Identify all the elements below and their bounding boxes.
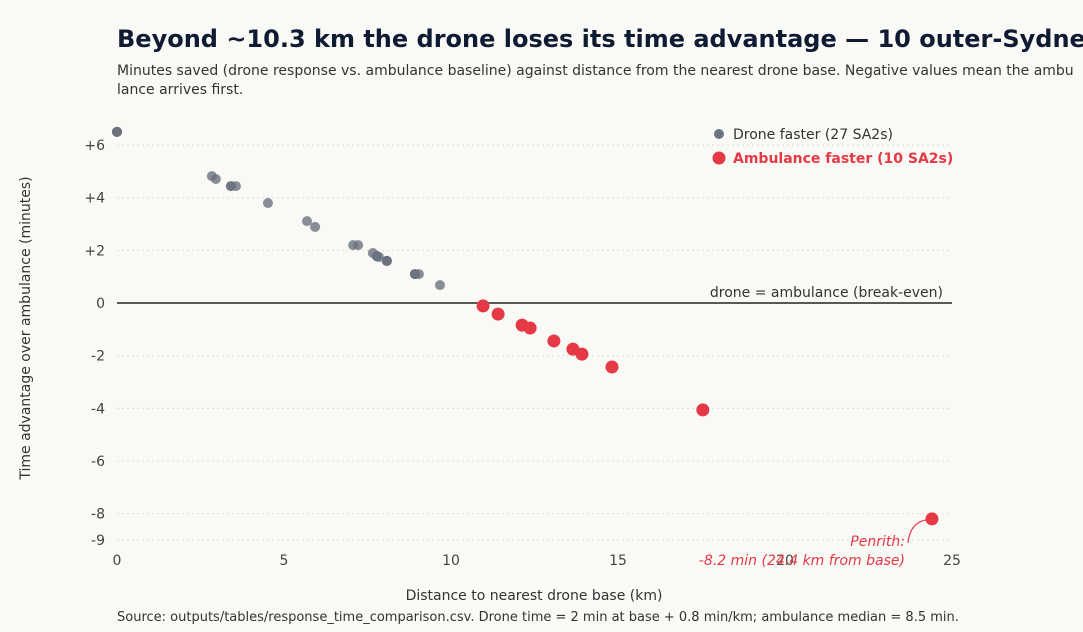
point <box>262 197 273 208</box>
annotation-arrow <box>907 519 927 543</box>
y-tick-label: -9 <box>91 533 105 549</box>
x-tick-label: 15 <box>609 553 627 569</box>
point <box>413 269 424 280</box>
point <box>381 255 392 266</box>
point <box>491 307 505 321</box>
legend-marker <box>714 129 724 139</box>
y-tick-label: -4 <box>91 401 105 417</box>
subtitle: Minutes saved (drone response vs. ambula… <box>117 63 1074 98</box>
point <box>353 240 364 251</box>
legend-label: Drone faster (27 SA2s) <box>733 127 893 143</box>
x-tick-label: 5 <box>280 553 289 569</box>
point <box>230 181 241 192</box>
point <box>696 403 710 417</box>
annotation-text: -8.2 min (24.4 km from base) <box>699 553 905 569</box>
annotation-text: Penrith: <box>850 534 905 550</box>
point <box>925 512 939 526</box>
point <box>605 360 619 374</box>
point <box>523 321 537 335</box>
series <box>476 299 939 526</box>
y-tick-label: 0 <box>96 296 105 312</box>
point <box>310 221 321 232</box>
point <box>210 174 221 185</box>
chart-title: Beyond ~10.3 km the drone loses its time… <box>117 25 1083 53</box>
point <box>476 299 490 313</box>
source-note: Source: outputs/tables/response_time_com… <box>117 610 959 625</box>
y-tick-label: +6 <box>84 138 105 154</box>
point <box>547 334 561 348</box>
point <box>302 216 313 227</box>
x-axis-label: Distance to nearest drone base (km) <box>406 588 663 604</box>
point <box>575 347 589 361</box>
point <box>434 280 445 291</box>
legend-marker <box>712 151 726 165</box>
x-tick-label: 0 <box>113 553 122 569</box>
reference-label: drone = ambulance (break-even) <box>710 285 943 301</box>
x-tick-label: 20 <box>776 553 794 569</box>
x-tick-label: 25 <box>943 553 961 569</box>
x-tick-label: 10 <box>442 553 460 569</box>
y-tick-label: -6 <box>91 454 105 470</box>
y-tick-label: -8 <box>91 507 105 523</box>
series <box>112 126 445 291</box>
y-tick-label: +2 <box>84 243 105 259</box>
point <box>373 251 384 262</box>
y-axis-label: Time advantage over ambulance (minutes) <box>18 176 34 480</box>
point <box>112 126 122 137</box>
y-tick-label: +4 <box>84 191 105 207</box>
legend-label: Ambulance faster (10 SA2s) <box>733 151 953 167</box>
y-tick-label: -2 <box>91 349 105 365</box>
